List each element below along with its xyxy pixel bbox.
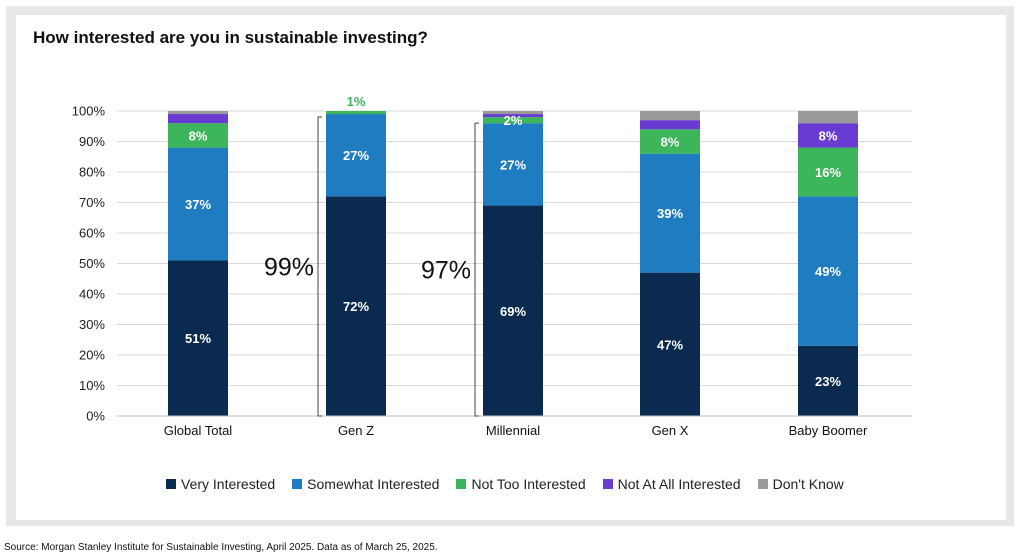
- bar-data-label: 49%: [815, 264, 841, 279]
- legend-swatch: [757, 479, 768, 489]
- bar-segment: [326, 111, 386, 115]
- y-tick-label: 40%: [79, 287, 105, 302]
- legend-swatch: [166, 479, 176, 489]
- bar-data-label: 72%: [343, 299, 369, 314]
- bar-segment: [640, 153, 700, 273]
- y-tick-label: 90%: [79, 134, 105, 149]
- bar-segment: [798, 123, 858, 148]
- x-category-label: Global Total: [164, 423, 233, 438]
- y-tick-label: 30%: [79, 317, 105, 332]
- legend-label: Not Too Interested: [471, 476, 586, 492]
- source-note: Source: Morgan Stanley Institute for Sus…: [4, 542, 438, 553]
- bar-segment: [168, 111, 228, 115]
- chart-legend: Very Interested Somewhat Interested Not To…: [166, 475, 861, 493]
- bar-segment: [798, 147, 858, 197]
- bar-data-label: 47%: [657, 337, 683, 352]
- bar-data-label: 39%: [657, 206, 683, 221]
- bar-data-label: 8%: [819, 128, 838, 143]
- bar-data-label: 8%: [189, 128, 208, 143]
- bar-data-label: 27%: [500, 157, 526, 172]
- legend-label: Don't Know: [772, 476, 844, 492]
- y-tick-label: 20%: [79, 348, 105, 363]
- y-tick-label: 60%: [79, 226, 105, 241]
- x-category-label: Baby Boomer: [789, 423, 868, 438]
- y-tick-label: 10%: [79, 378, 105, 393]
- y-tick-label: 0%: [86, 409, 105, 424]
- bar-segment: [640, 120, 700, 130]
- bar-data-label: 1%: [347, 94, 366, 109]
- y-tick-label: 100%: [72, 104, 106, 119]
- bar-segment: [640, 272, 700, 416]
- bar-segment: [326, 196, 386, 416]
- bar-segment: [483, 114, 543, 118]
- bar-segment: [168, 123, 228, 148]
- legend-item: Not Too Interested: [456, 476, 586, 492]
- bar-segment: [798, 345, 858, 416]
- x-category-label: Millennial: [486, 423, 540, 438]
- bar-data-label: 69%: [500, 304, 526, 319]
- bar-data-label: 23%: [815, 374, 841, 389]
- bracket-total-label: 99%: [264, 254, 314, 282]
- legend-label: Very Interested: [181, 476, 276, 492]
- legend-swatch: [292, 479, 303, 489]
- bar-segment: [640, 111, 700, 121]
- bar-segment: [168, 114, 228, 124]
- bar-data-label: 2%: [504, 113, 523, 128]
- bar-segment: [483, 111, 543, 115]
- legend-item: Somewhat Interested: [292, 476, 439, 492]
- bar-data-label: 37%: [185, 197, 211, 212]
- y-tick-label: 80%: [79, 165, 105, 180]
- bar-segment: [168, 260, 228, 416]
- bracket-total-label: 97%: [421, 257, 471, 285]
- bar-segment: [326, 114, 386, 197]
- y-tick-label: 50%: [79, 256, 105, 271]
- bar-data-label: 51%: [185, 331, 211, 346]
- bar-data-label: 8%: [661, 135, 680, 150]
- bar-segment: [483, 205, 543, 416]
- y-tick-label: 70%: [79, 195, 105, 210]
- bar-segment: [483, 117, 543, 124]
- bar-data-label: 27%: [343, 148, 369, 163]
- x-category-label: Gen X: [652, 423, 689, 438]
- legend-label: Not At All Interested: [617, 476, 741, 492]
- legend-item: Not At All Interested: [602, 476, 741, 492]
- bar-segment: [640, 129, 700, 154]
- legend-swatch: [602, 479, 613, 489]
- bar-segment: [798, 196, 858, 346]
- bar-segment: [798, 111, 858, 124]
- legend-item: Don't Know: [757, 476, 844, 492]
- bar-segment: [483, 123, 543, 206]
- legend-swatch: [456, 479, 467, 489]
- chart-title: How interested are you in sustainable in…: [33, 28, 428, 47]
- bar-data-label: 16%: [815, 165, 841, 180]
- legend-label: Somewhat Interested: [307, 476, 440, 492]
- x-category-label: Gen Z: [338, 423, 374, 438]
- bracket-line: [317, 116, 322, 417]
- bar-segment: [168, 147, 228, 261]
- legend-item: Very Interested: [166, 476, 275, 492]
- bracket-line: [474, 122, 479, 417]
